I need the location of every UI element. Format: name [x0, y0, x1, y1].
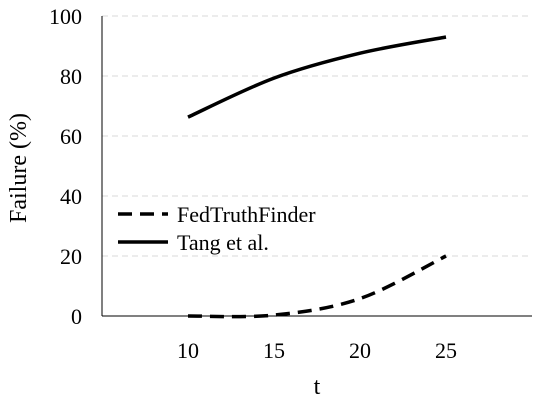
axes [101, 16, 532, 317]
legend: FedTruthFinder Tang et al. [118, 202, 316, 255]
series-line-tang-et-al [187, 35, 447, 119]
y-tick-label: 40 [60, 184, 82, 209]
x-axis-title: t [314, 374, 321, 400]
series-lines [187, 35, 447, 319]
y-tick-label: 20 [60, 244, 82, 269]
x-tick-label: 25 [435, 338, 457, 363]
x-tick-labels: 10 15 20 25 [177, 338, 457, 363]
y-axis-title: Failure (%) [6, 113, 32, 223]
y-tick-labels: 0 20 40 60 80 100 [49, 4, 82, 329]
y-tick-label: 100 [49, 4, 82, 29]
y-tick-label: 0 [71, 304, 82, 329]
legend-label: Tang et al. [177, 230, 269, 255]
x-tick-label: 20 [349, 338, 371, 363]
legend-label: FedTruthFinder [177, 202, 316, 227]
x-tick-label: 10 [177, 338, 199, 363]
y-tick-label: 60 [60, 124, 82, 149]
y-tick-label: 80 [60, 64, 82, 89]
gridlines [102, 15, 532, 257]
x-tick-label: 15 [263, 338, 285, 363]
series-line-fedtruthfinder [187, 254, 447, 319]
